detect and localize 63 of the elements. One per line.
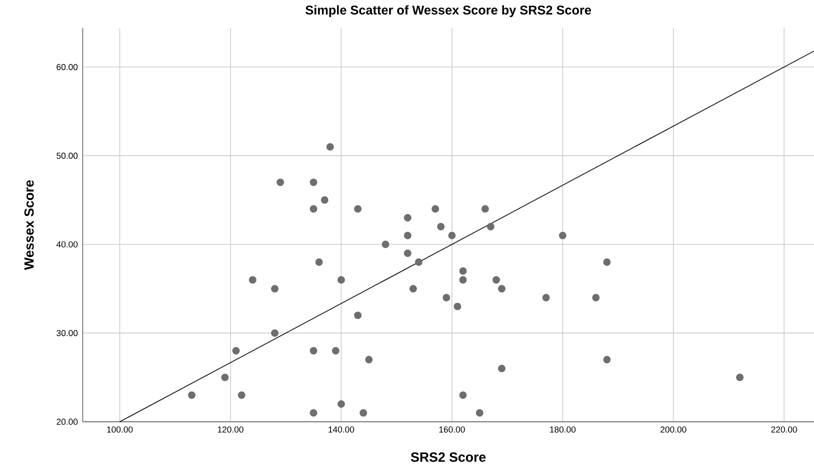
y-tick-label: 40.00 [56, 241, 78, 248]
point [354, 312, 362, 320]
point [248, 276, 256, 284]
point [404, 232, 412, 240]
point [310, 205, 318, 213]
point [382, 240, 390, 248]
point [442, 294, 450, 302]
point [476, 409, 484, 417]
point [221, 374, 229, 382]
chart-title: Simple Scatter of Wessex Score by SRS2 Score [306, 5, 592, 18]
point [310, 178, 318, 186]
point [437, 222, 445, 230]
point [271, 284, 279, 292]
x-tick-label: 200.00 [660, 426, 686, 433]
point [459, 391, 467, 399]
point [365, 356, 373, 364]
point [448, 232, 456, 240]
x-tick-label: 140.00 [328, 426, 354, 433]
point [481, 205, 489, 213]
point [326, 143, 334, 151]
point [354, 205, 362, 213]
y-tick-label: 30.00 [56, 330, 78, 336]
x-tick-label: 160.00 [439, 426, 465, 433]
point [404, 250, 412, 257]
point [310, 409, 318, 417]
point [459, 267, 467, 275]
point [404, 214, 412, 222]
point [337, 276, 345, 284]
point [337, 400, 345, 408]
point [332, 347, 340, 355]
point [603, 356, 611, 364]
point [603, 258, 611, 266]
point [310, 347, 318, 355]
point [459, 276, 467, 284]
point [409, 284, 417, 292]
point [320, 196, 328, 204]
y-axis-title: Wessex Score [24, 180, 34, 270]
x-tick-label: 120.00 [218, 426, 244, 433]
point [498, 364, 506, 372]
point [492, 276, 500, 284]
point [232, 347, 240, 355]
point [238, 391, 246, 399]
point [315, 258, 323, 266]
x-tick-label: 100.00 [107, 426, 133, 433]
point [271, 329, 279, 337]
y-tick-label: 60.00 [56, 64, 78, 70]
y-tick-label: 20.00 [56, 418, 78, 425]
point [486, 222, 494, 230]
point [454, 302, 462, 310]
point [414, 258, 422, 266]
point [542, 294, 550, 302]
x-axis-title: SRS2 Score [410, 452, 486, 462]
point [432, 205, 440, 213]
point [188, 391, 196, 399]
point [558, 232, 566, 240]
point [736, 374, 744, 382]
point [592, 294, 600, 302]
y-tick-label: 50.00 [56, 152, 78, 159]
point [276, 178, 284, 186]
point [360, 409, 368, 417]
x-tick-label: 220.00 [771, 426, 798, 433]
x-tick-label: 180.00 [550, 426, 576, 433]
point [498, 284, 506, 292]
